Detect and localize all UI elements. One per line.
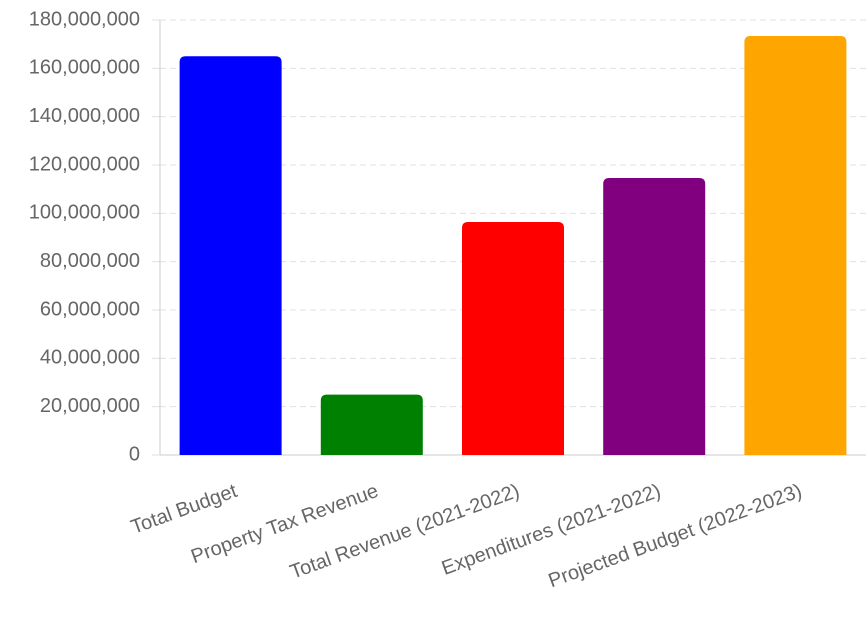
- y-tick-label: 80,000,000: [40, 250, 140, 272]
- bar: [320, 394, 423, 455]
- x-tick-label: Projected Budget (2022-2023): [546, 480, 805, 592]
- bar: [603, 178, 706, 456]
- x-tick-label: Total Revenue (2021-2022): [287, 480, 522, 584]
- y-tick-label: 20,000,000: [40, 395, 140, 417]
- bar: [179, 56, 282, 455]
- y-tick-label: 60,000,000: [40, 298, 140, 320]
- y-tick-label: 160,000,000: [29, 57, 140, 79]
- bar: [462, 222, 564, 455]
- y-tick-label: 120,000,000: [29, 153, 140, 175]
- y-tick-label: 140,000,000: [29, 105, 140, 127]
- y-tick-label: 100,000,000: [29, 202, 140, 224]
- bar: [744, 35, 847, 455]
- x-tick-label: Total Budget: [128, 480, 240, 539]
- y-tick-label: 0: [129, 443, 140, 465]
- y-tick-label: 40,000,000: [40, 347, 140, 369]
- y-tick-label: 180,000,000: [29, 8, 140, 30]
